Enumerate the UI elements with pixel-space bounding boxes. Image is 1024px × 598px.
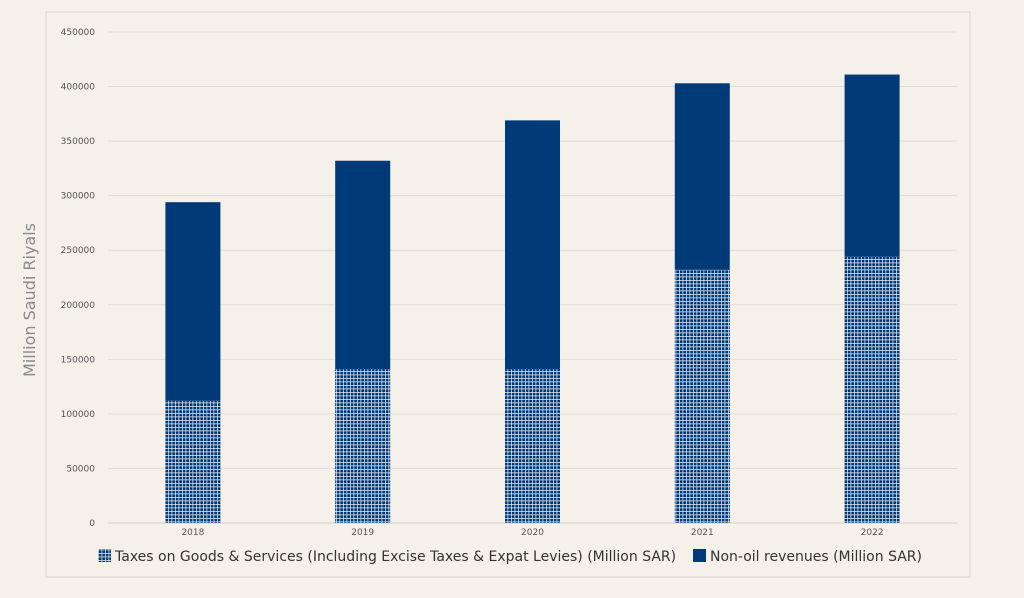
bar-segment-taxes: [674, 269, 730, 523]
bar-segment-taxes: [505, 369, 560, 523]
y-tick-label: 0: [89, 519, 95, 529]
legend-label-non-oil: Non-oil revenues (Million SAR): [710, 549, 922, 565]
legend-swatch-taxes: [98, 549, 111, 562]
y-tick-label: 350000: [61, 137, 96, 147]
y-tick-label: 200000: [61, 301, 96, 311]
x-axis-ticks: 2018 2019 2020 2021 2022: [181, 528, 883, 538]
y-axis-ticks: 0 50000 100000 150000 200000 250000 300000 3500…: [61, 28, 96, 529]
bar-segment-non-oil: [165, 202, 221, 401]
bar-segment-non-oil: [505, 120, 560, 370]
gridlines: [108, 31, 957, 524]
legend: Taxes on Goods & Services (Including Exc…: [98, 549, 922, 565]
bars: [165, 74, 900, 523]
y-tick-label: 250000: [61, 246, 96, 256]
bar-segment-non-oil: [844, 74, 900, 257]
y-tick-label: 50000: [66, 464, 95, 474]
y-tick-label: 450000: [61, 28, 96, 38]
y-tick-label: 150000: [61, 355, 96, 365]
bar-segment-non-oil: [335, 160, 391, 370]
y-axis-label: Million Saudi Riyals: [20, 223, 39, 377]
x-tick-label: 2018: [181, 528, 204, 538]
y-tick-label: 400000: [61, 83, 96, 93]
bar-segment-taxes: [165, 400, 221, 523]
bar-segment-non-oil: [674, 83, 730, 270]
bar-segment-taxes: [844, 256, 900, 523]
x-tick-label: 2020: [521, 528, 544, 538]
x-tick-label: 2022: [861, 528, 884, 538]
y-tick-label: 300000: [61, 192, 96, 202]
x-tick-label: 2021: [691, 528, 714, 538]
legend-label-taxes: Taxes on Goods & Services (Including Exc…: [114, 549, 676, 565]
bar-segment-taxes: [335, 369, 391, 523]
x-tick-label: 2019: [351, 528, 374, 538]
legend-swatch-non-oil: [693, 549, 706, 562]
y-tick-label: 100000: [61, 410, 96, 420]
